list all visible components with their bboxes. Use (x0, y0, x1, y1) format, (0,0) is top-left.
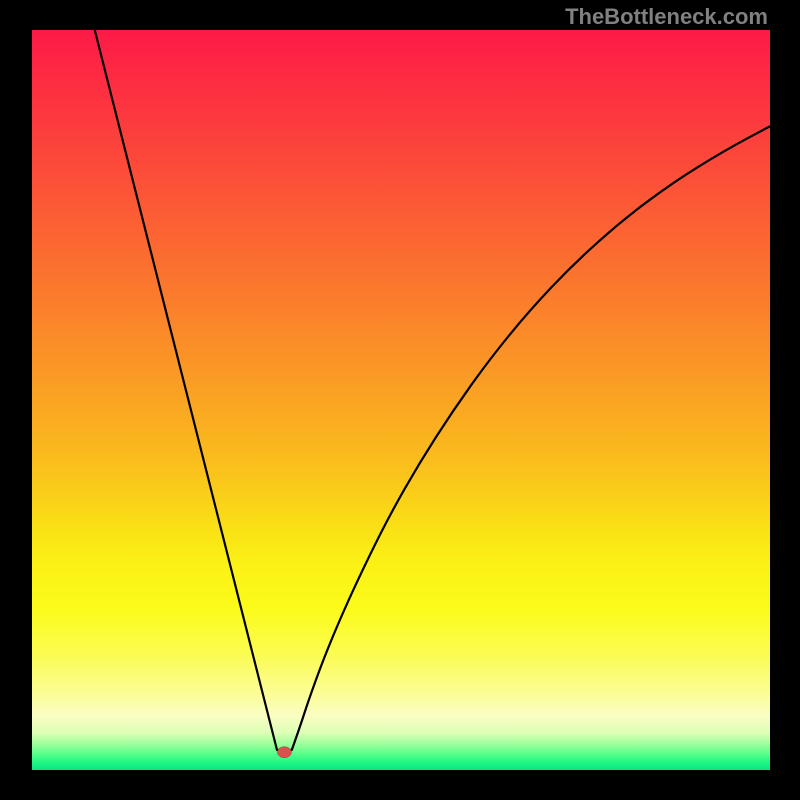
plot-area (32, 30, 770, 770)
watermark-text: TheBottleneck.com (565, 4, 768, 30)
curve-overlay (32, 30, 770, 770)
bottleneck-curve (95, 30, 770, 750)
optimum-marker (277, 747, 291, 758)
